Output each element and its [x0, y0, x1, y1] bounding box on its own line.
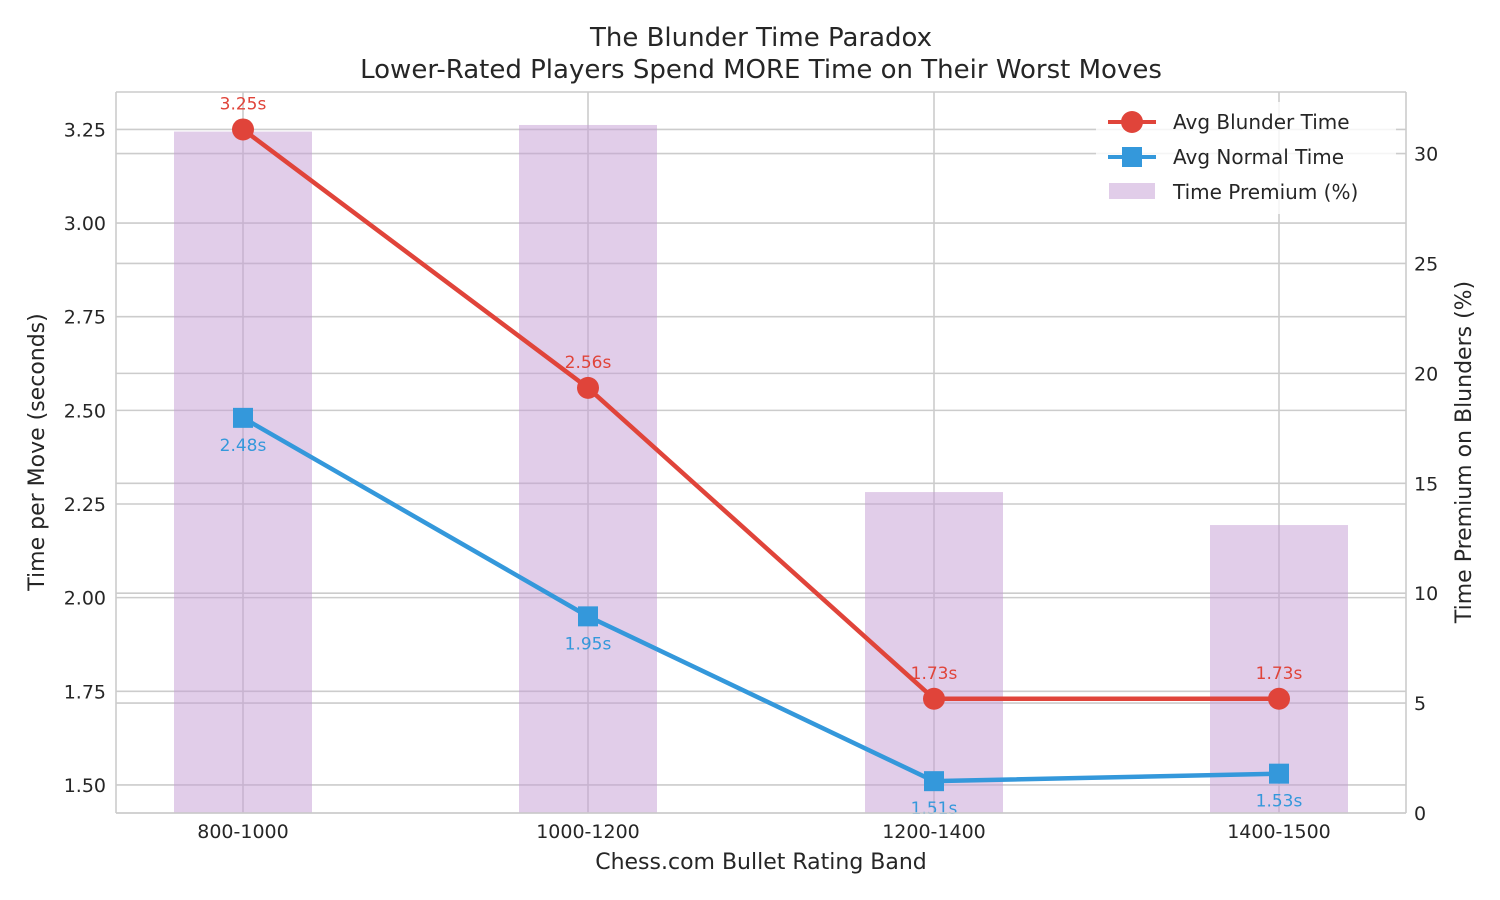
- marker-blunder-1000-1200: [577, 376, 599, 399]
- y-tick-right-0: 0: [1414, 803, 1426, 825]
- x-tick-2: 1200-1400: [882, 821, 986, 843]
- marker-normal-800-1000: [233, 407, 253, 428]
- lines-layer: [241, 127, 1280, 784]
- legend-marker-normal: [1122, 147, 1142, 167]
- marker-blunder-1400-1500: [1268, 687, 1290, 710]
- data-label-blunder-1400-1500: 1.73s: [1256, 664, 1303, 684]
- legend: Avg Blunder Time Avg Normal Time Time Pr…: [1096, 102, 1396, 214]
- x-tick-3: 1400-1500: [1227, 821, 1331, 843]
- axes-layer: 1.50 1.75 2.00 2.25 2.50 2.75 3.00 3.25 0 5 10 15 20…: [64, 91, 1438, 843]
- marker-blunder-1200-1400: [923, 687, 945, 710]
- y-tick-right-4: 20: [1414, 363, 1438, 385]
- bars-layer: [174, 124, 1348, 814]
- x-axis-label: Chess.com Bullet Rating Band: [595, 850, 927, 875]
- y-tick-left-0: 1.50: [64, 775, 106, 797]
- marker-normal-1000-1200: [578, 606, 598, 627]
- y-tick-right-6: 30: [1414, 144, 1438, 166]
- legend-label-premium: Time Premium (%): [1172, 180, 1358, 204]
- y-axis-label-right: Time Premium on Blunders (%): [1452, 281, 1477, 624]
- y-tick-left-3: 2.25: [64, 494, 106, 516]
- line-blunder: [241, 127, 1279, 702]
- legend-swatch-premium: [1109, 183, 1155, 199]
- y-tick-right-5: 25: [1414, 253, 1438, 275]
- marker-blunder-800-1000: [232, 118, 254, 141]
- y-tick-left-5: 2.75: [64, 307, 106, 329]
- y-tick-right-1: 5: [1414, 693, 1426, 715]
- legend-frame: [1096, 102, 1396, 214]
- chart-title-line2: Lower-Rated Players Spend MORE Time on T…: [360, 55, 1162, 85]
- x-tick-0: 800-1000: [197, 821, 288, 843]
- data-label-blunder-1000-1200: 2.56s: [565, 353, 612, 373]
- labels-layer: 3.25s 2.56s 1.73s 1.73s 2.48s 1.95s 1.51s 1.53s: [220, 94, 1303, 819]
- y-tick-left-6: 3.00: [64, 213, 106, 235]
- y-tick-left-2: 2.00: [64, 588, 106, 610]
- data-label-blunder-1200-1400: 1.73s: [911, 664, 958, 684]
- bar-premium-800-1000: [174, 131, 312, 813]
- y-tick-left-1: 1.75: [64, 681, 106, 703]
- chart-title-line1: The Blunder Time Paradox: [589, 23, 932, 53]
- y-axis-label-left: Time per Move (seconds): [25, 313, 50, 591]
- bar-premium-1000-1200: [519, 124, 657, 814]
- marker-normal-1400-1500: [1269, 763, 1289, 784]
- y-tick-left-4: 2.50: [64, 400, 106, 422]
- legend-marker-blunder: [1121, 111, 1143, 133]
- markers-layer: [232, 118, 1290, 792]
- grid-layer: [116, 92, 1406, 814]
- data-label-normal-800-1000: 2.48s: [220, 436, 267, 456]
- data-label-blunder-800-1000: 3.25s: [220, 94, 267, 114]
- data-label-normal-1000-1200: 1.95s: [565, 634, 612, 654]
- marker-normal-1200-1400: [924, 771, 944, 792]
- y-tick-left-7: 3.25: [64, 119, 106, 141]
- x-tick-1: 1000-1200: [536, 821, 640, 843]
- data-label-normal-1200-1400: 1.51s: [911, 799, 958, 819]
- legend-label-normal: Avg Normal Time: [1173, 145, 1344, 169]
- y-tick-right-2: 10: [1414, 583, 1438, 605]
- y-tick-right-3: 15: [1414, 473, 1438, 495]
- data-label-normal-1400-1500: 1.53s: [1256, 792, 1303, 812]
- line-normal: [241, 415, 1280, 784]
- legend-label-blunder: Avg Blunder Time: [1173, 110, 1350, 134]
